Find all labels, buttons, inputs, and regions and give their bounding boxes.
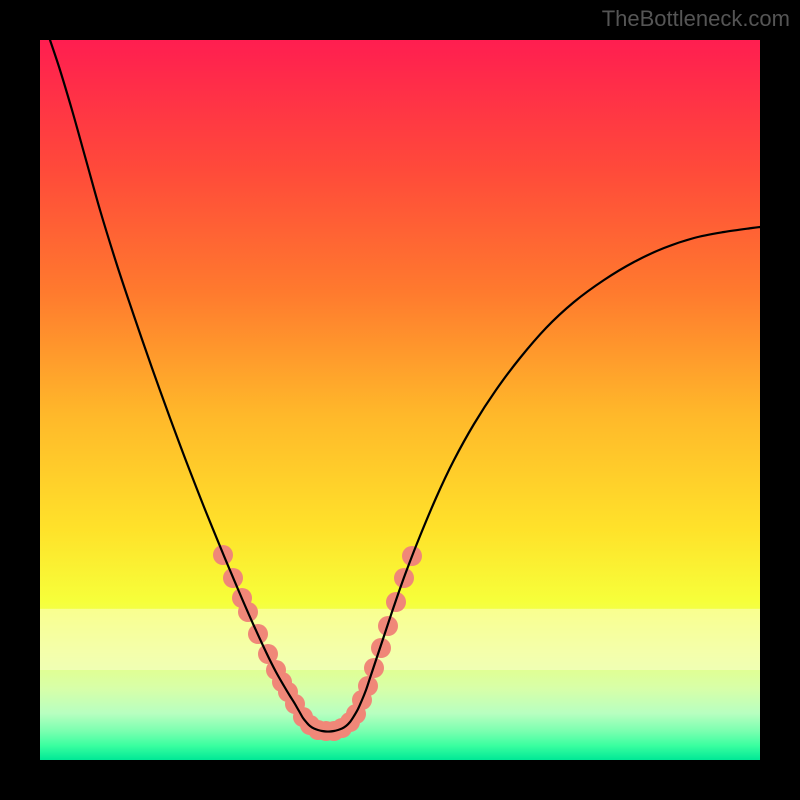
bottleneck-chart: TheBottleneck.com (0, 0, 800, 800)
highlight-band (40, 609, 760, 670)
watermark-text: TheBottleneck.com (602, 6, 790, 32)
chart-svg (0, 0, 800, 800)
